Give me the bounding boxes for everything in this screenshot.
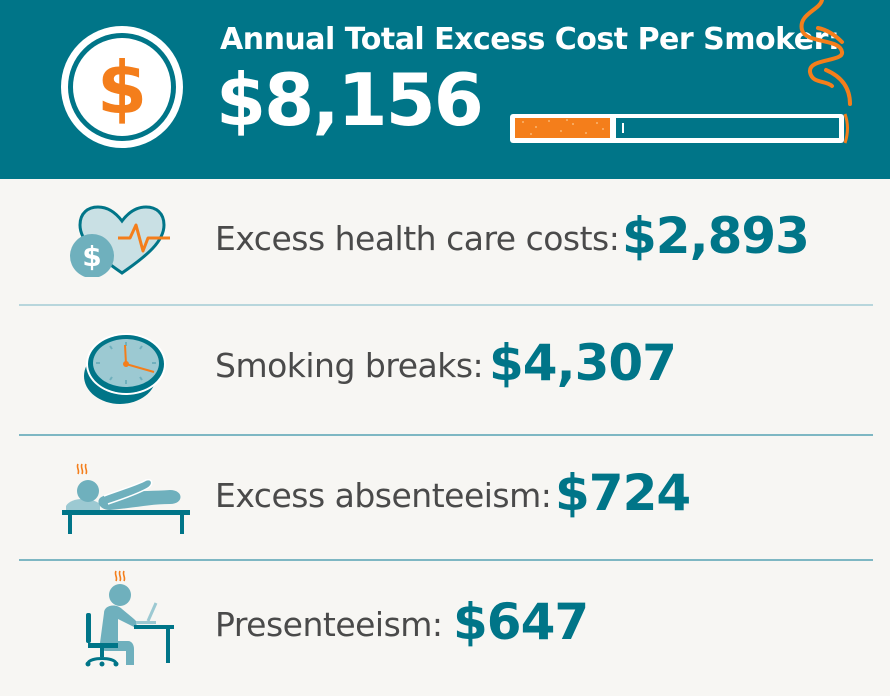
cost-label: Presenteeism: bbox=[215, 605, 443, 644]
clock-icon bbox=[84, 333, 166, 404]
cost-row-absenteeism: Excess absenteeism: $724 bbox=[0, 436, 890, 560]
cost-value: $724 bbox=[555, 464, 691, 522]
smoke-icon bbox=[799, 0, 852, 106]
cost-value: $2,893 bbox=[622, 207, 810, 265]
header-title: Annual Total Excess Cost Per Smoker: bbox=[220, 22, 840, 57]
cost-label: Excess absenteeism: bbox=[215, 476, 552, 515]
cost-row-presenteeism: Presenteeism: $647 bbox=[0, 561, 890, 696]
cost-row-smoking-breaks: Smoking breaks: $4,307 bbox=[0, 306, 890, 435]
row-divider bbox=[19, 559, 873, 561]
row-divider bbox=[19, 434, 873, 436]
dollar-coin-icon: $ bbox=[61, 26, 183, 148]
sick-at-desk-icon bbox=[85, 570, 174, 667]
row-divider bbox=[19, 304, 873, 306]
total-cost: $8,156 bbox=[216, 58, 484, 142]
cigarette-icon bbox=[510, 113, 849, 144]
cost-value: $4,307 bbox=[489, 334, 677, 392]
heart-dollar-icon: $ bbox=[70, 205, 170, 277]
sick-in-bed-icon bbox=[62, 463, 190, 534]
cost-value: $647 bbox=[453, 593, 589, 651]
header-banner: $ Annual Total Excess Cost Per Smoker: $… bbox=[0, 0, 890, 179]
cost-row-health-care: $ Excess health care costs: $2,893 bbox=[0, 179, 890, 305]
svg-text:$: $ bbox=[97, 46, 147, 130]
cost-label: Excess health care costs: bbox=[215, 219, 620, 258]
cost-label: Smoking breaks: bbox=[215, 346, 484, 385]
svg-text:$: $ bbox=[82, 240, 101, 273]
